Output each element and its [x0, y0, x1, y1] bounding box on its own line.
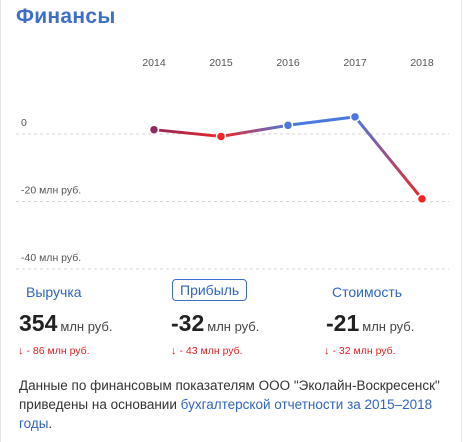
- metric-revenue: 354 млн руб.: [19, 310, 112, 337]
- metric-value: -32: [171, 310, 205, 336]
- data-point[interactable]: [282, 120, 294, 131]
- metric-value: 354: [19, 310, 58, 336]
- tab-profit[interactable]: Прибыль: [172, 279, 248, 301]
- data-point[interactable]: [148, 124, 160, 135]
- data-point[interactable]: [349, 111, 361, 123]
- data-point[interactable]: [215, 131, 227, 142]
- line-segment: [353, 115, 424, 201]
- note-end: .: [48, 416, 53, 431]
- report-link[interactable]: бухгалтерской отчетности за 2015–2018 го…: [19, 397, 433, 431]
- tab-revenue[interactable]: Выручка: [26, 284, 82, 300]
- y-tick-label: -20 млн руб.: [21, 185, 81, 197]
- delta-value: - 32 млн руб.: [332, 345, 396, 357]
- metric-value: -21: [326, 310, 360, 336]
- profit-chart: 0 -20 млн руб. -40 млн руб. 2014 2015 2016 20…: [16, 57, 449, 270]
- metric-unit: млн руб.: [60, 319, 113, 334]
- metric-profit: -32 млн руб.: [171, 310, 259, 337]
- metric-unit: млн руб.: [207, 319, 260, 334]
- x-tick-label: 2014: [142, 57, 166, 69]
- delta-profit: ↓ - 43 млн руб.: [171, 345, 243, 357]
- x-tick-label: 2015: [209, 57, 233, 69]
- note-text: Данные по финансовым показателям ООО "Эк…: [19, 378, 440, 412]
- x-tick-label: 2016: [276, 57, 300, 69]
- arrow-down-icon: ↓: [324, 345, 330, 357]
- y-tick-label: -40 млн руб.: [21, 252, 81, 264]
- delta-value: - 43 млн руб.: [179, 345, 243, 357]
- delta-value: - 86 млн руб.: [26, 345, 90, 357]
- arrow-down-icon: ↓: [18, 345, 24, 357]
- metric-value-total: -21 млн руб.: [326, 310, 414, 337]
- section-title: Финансы: [16, 5, 116, 28]
- data-point[interactable]: [416, 193, 428, 205]
- source-note: Данные по финансовым показателям ООО "Эк…: [19, 376, 449, 433]
- delta-revenue: ↓ - 86 млн руб.: [18, 345, 90, 357]
- x-tick-label: 2017: [343, 57, 367, 69]
- line-segment: [286, 115, 357, 127]
- tab-value[interactable]: Стоимость: [332, 284, 403, 300]
- arrow-down-icon: ↓: [171, 345, 177, 357]
- delta-value-total: ↓ - 32 млн руб.: [324, 345, 396, 357]
- line-segment: [219, 123, 290, 138]
- y-tick-label: 0: [21, 117, 27, 129]
- metric-unit: млн руб.: [362, 319, 415, 334]
- line-segment: [152, 128, 223, 138]
- x-tick-label: 2018: [410, 57, 434, 69]
